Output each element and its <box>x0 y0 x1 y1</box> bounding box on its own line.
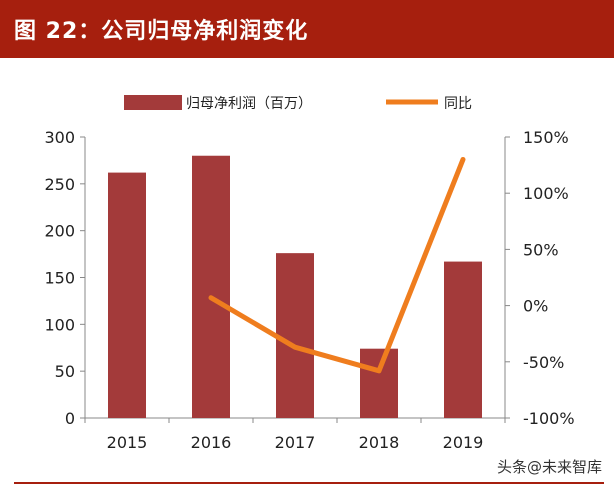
y-tick-label-left: 200 <box>44 222 75 241</box>
bar <box>360 348 398 418</box>
y-tick-label-right: 100% <box>523 184 569 203</box>
bottom-divider <box>14 482 604 484</box>
chart-title-bar: 图 22：公司归母净利润变化 <box>0 0 614 58</box>
y-tick-label-right: -100% <box>523 409 575 428</box>
x-tick-label: 2016 <box>191 433 232 452</box>
bar <box>276 253 314 418</box>
y-tick-label-right: 50% <box>523 240 559 259</box>
x-tick-label: 2019 <box>443 433 484 452</box>
bar <box>444 261 482 418</box>
bar <box>108 172 146 418</box>
y-tick-label-right: 150% <box>523 128 569 147</box>
y-tick-label-left: 150 <box>44 269 75 288</box>
y-tick-label-left: 100 <box>44 315 75 334</box>
legend-label-line: 同比 <box>444 96 472 112</box>
y-tick-label-right: -50% <box>523 353 564 372</box>
y-tick-label-left: 300 <box>44 128 75 147</box>
legend-swatch-bar <box>124 95 182 110</box>
x-tick-label: 2015 <box>107 433 148 452</box>
x-tick-label: 2017 <box>275 433 316 452</box>
x-tick-label: 2018 <box>359 433 400 452</box>
series-line-yoy <box>208 156 466 374</box>
legend-label-bar: 归母净利润（百万） <box>186 95 312 112</box>
watermark: 头条@未来智库 <box>496 458 602 476</box>
chart-title: 图 22：公司归母净利润变化 <box>14 19 309 44</box>
y-tick-label-right: 0% <box>523 297 548 316</box>
y-tick-label-left: 50 <box>55 362 75 381</box>
bar <box>192 155 230 418</box>
y-tick-label-left: 250 <box>44 175 75 194</box>
y-tick-label-left: 0 <box>65 409 75 428</box>
